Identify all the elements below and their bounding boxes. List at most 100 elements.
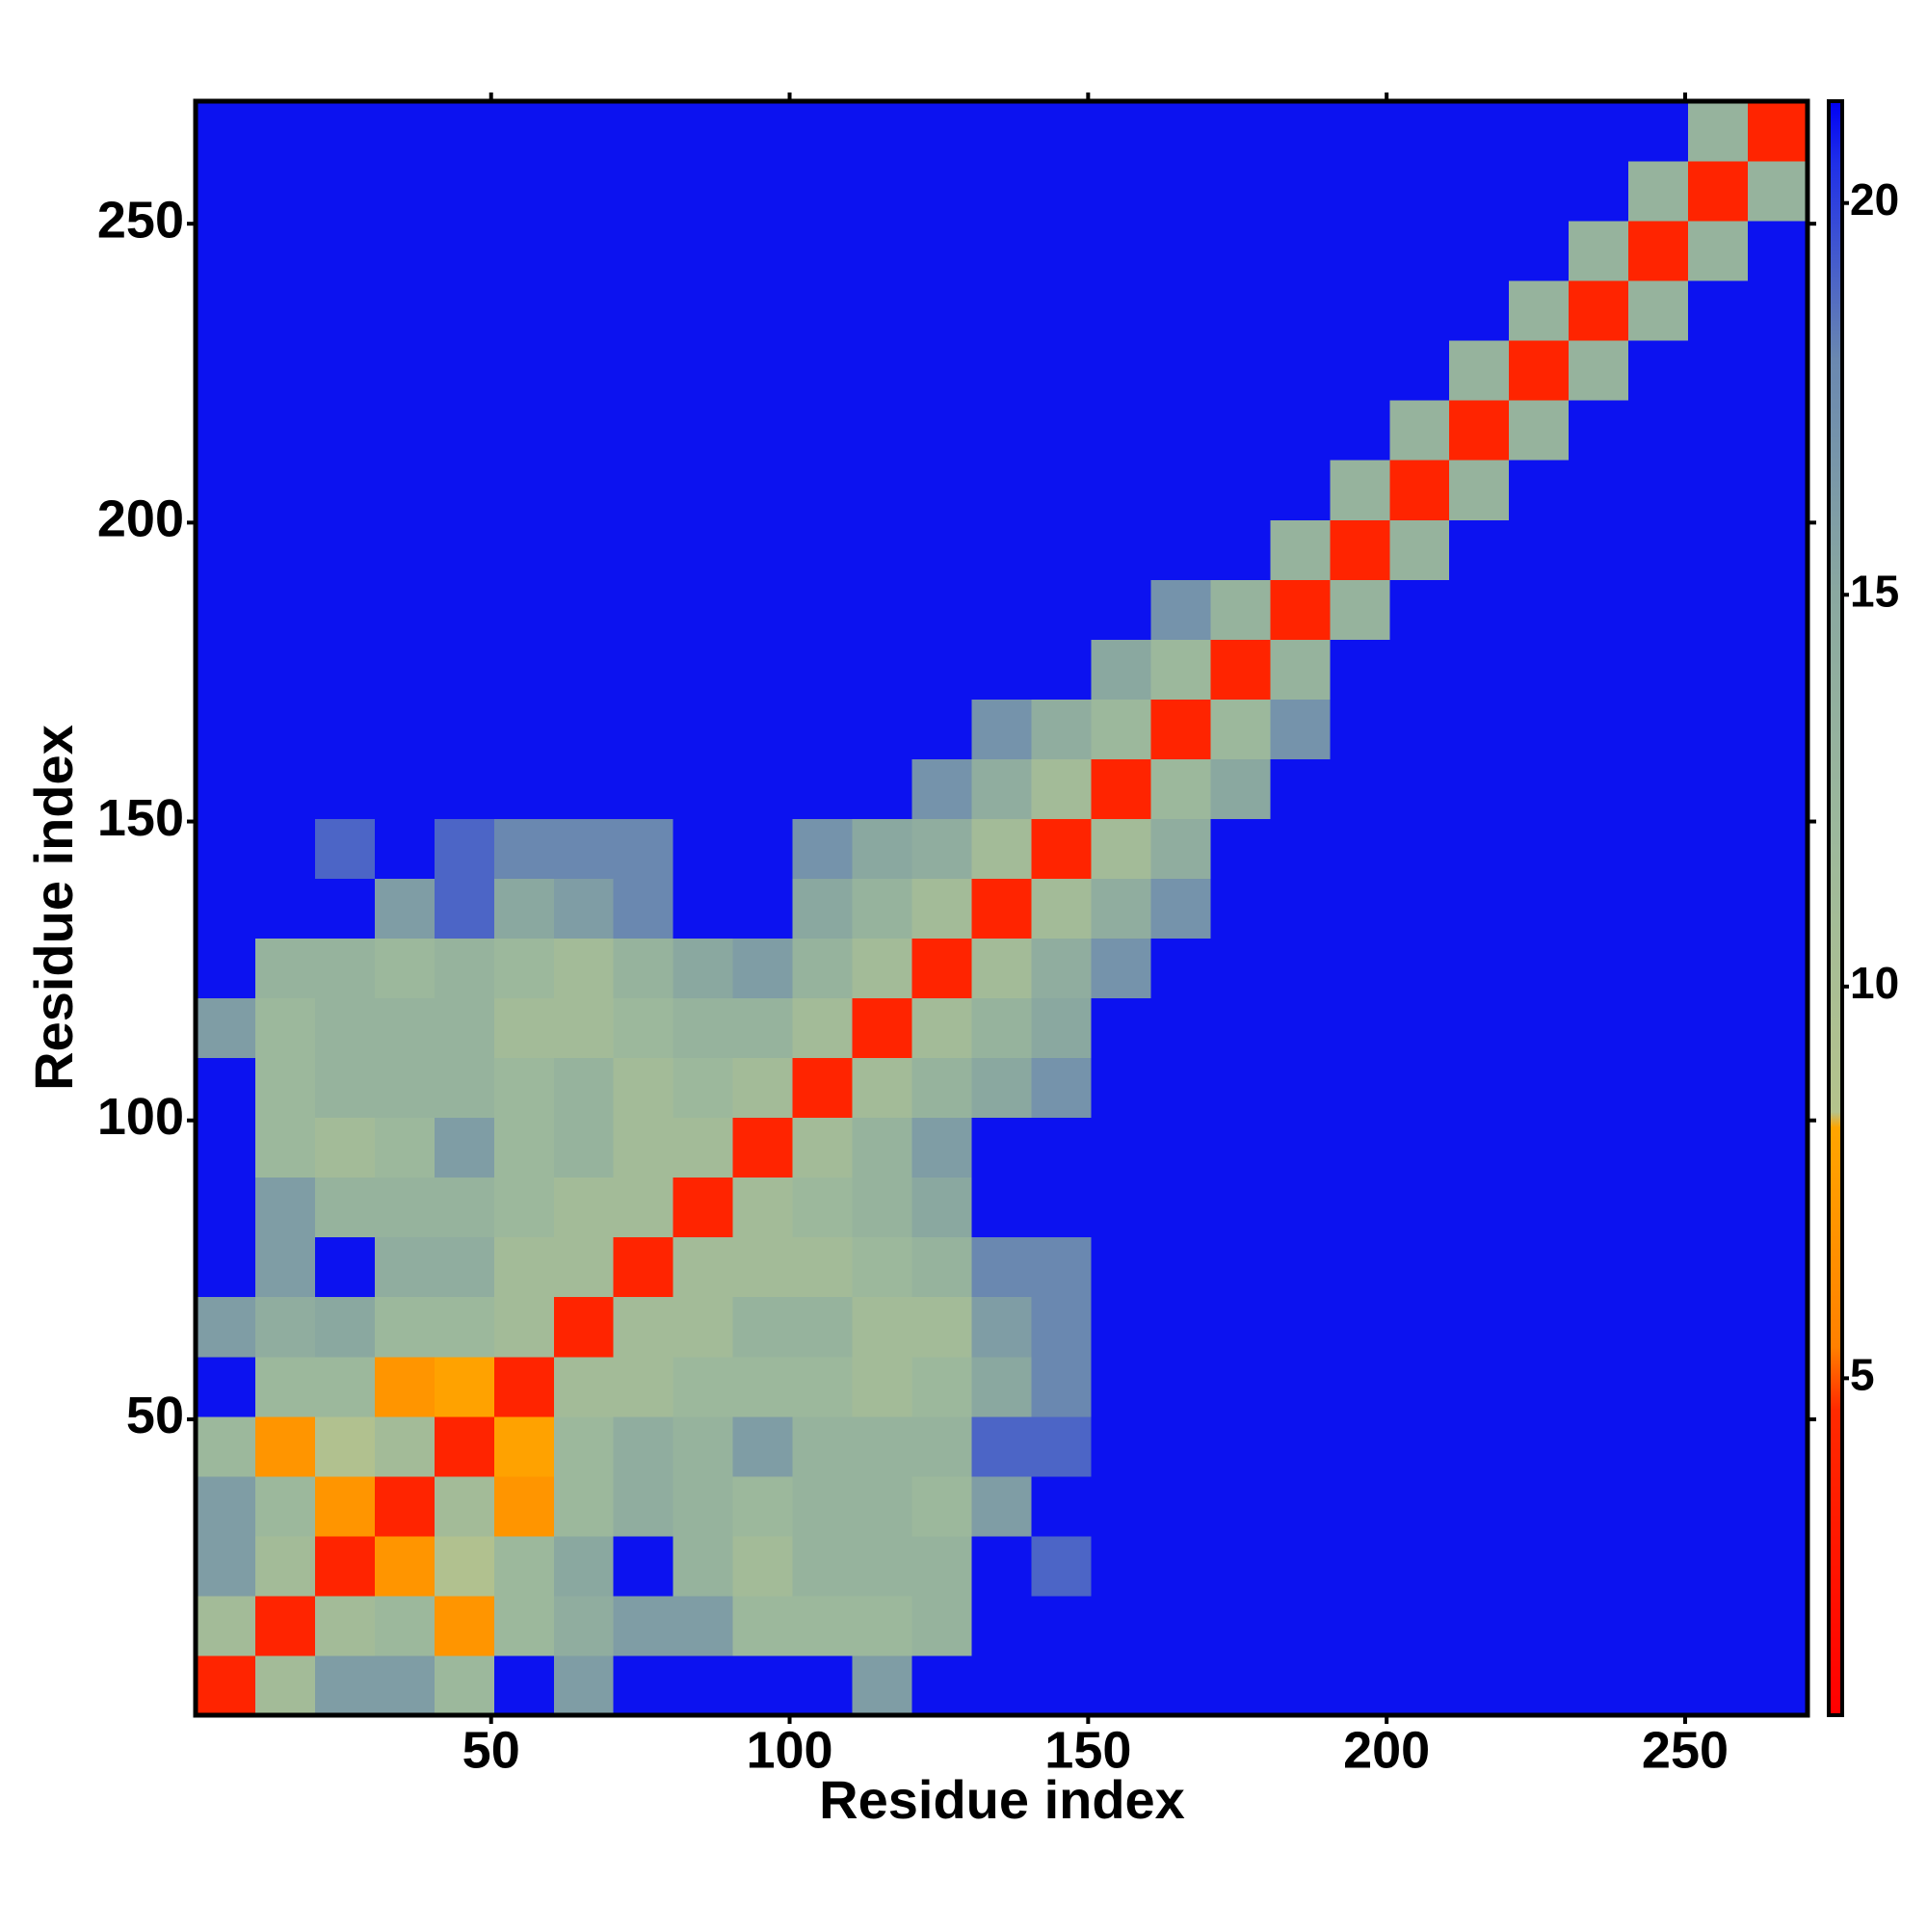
heatmap-cell: [1509, 1296, 1570, 1358]
heatmap-cell: [1389, 878, 1450, 940]
heatmap-cell: [1569, 699, 1629, 759]
heatmap-cell: [852, 1057, 913, 1119]
heatmap-cell: [1688, 878, 1749, 940]
heatmap-cell: [1569, 519, 1629, 580]
heatmap-cell: [1628, 1535, 1689, 1597]
heatmap-cell: [911, 1535, 973, 1597]
heatmap-cell: [1748, 280, 1808, 341]
heatmap-cell: [196, 699, 256, 759]
heatmap-cell: [374, 1356, 436, 1417]
heatmap-cell: [1031, 1296, 1092, 1358]
heatmap-cell: [613, 758, 674, 819]
heatmap-cell: [1389, 938, 1450, 999]
heatmap-cell: [254, 997, 316, 1059]
heatmap-cell: [1449, 1177, 1510, 1238]
heatmap-cell: [1688, 758, 1749, 819]
heatmap-cell: [374, 101, 436, 162]
heatmap-cell: [673, 280, 734, 341]
heatmap-cell: [1330, 1236, 1390, 1298]
heatmap-cell: [852, 400, 913, 461]
heatmap-cell: [1748, 1296, 1808, 1358]
heatmap-cell: [1688, 161, 1749, 222]
heatmap-cell: [1449, 340, 1510, 401]
heatmap-cell: [493, 639, 555, 700]
heatmap-cell: [732, 938, 794, 999]
heatmap-cell: [971, 1356, 1032, 1417]
heatmap-cell: [434, 878, 495, 940]
heatmap-cell: [1449, 997, 1510, 1059]
heatmap-cell: [792, 280, 854, 341]
heatmap-cell: [493, 699, 555, 759]
heatmap-cell: [1091, 400, 1151, 461]
heatmap-cell: [1330, 1356, 1390, 1417]
heatmap-cell: [1449, 1595, 1510, 1656]
heatmap-cell: [1330, 1296, 1390, 1358]
heatmap-cell: [732, 1236, 794, 1298]
heatmap-cell: [1150, 460, 1211, 520]
heatmap-cell: [553, 519, 615, 580]
y-tick-label: 50: [126, 1387, 184, 1444]
heatmap-cell: [1270, 1356, 1331, 1417]
x-tick-label: 100: [746, 1721, 832, 1779]
heatmap-cell: [374, 280, 436, 341]
heatmap-cell: [434, 221, 495, 281]
heatmap-cell: [673, 1057, 734, 1119]
heatmap-cell: [1330, 460, 1390, 520]
heatmap-cell: [971, 1416, 1032, 1477]
heatmap-cell: [314, 1057, 376, 1119]
heatmap-cell: [673, 1236, 734, 1298]
heatmap-cell: [911, 1595, 973, 1656]
heatmap-cell: [1748, 579, 1808, 640]
heatmap-cell: [254, 938, 316, 999]
heatmap-cell: [1509, 280, 1570, 341]
heatmap-cell: [1091, 758, 1151, 819]
heatmap-cell: [314, 340, 376, 401]
heatmap-cell: [971, 1296, 1032, 1358]
heatmap-cell: [434, 161, 495, 222]
heatmap-cell: [254, 639, 316, 700]
heatmap-cell: [732, 1356, 794, 1417]
heatmap-cell: [1389, 519, 1450, 580]
heatmap-cell: [374, 579, 436, 640]
heatmap-cell: [1091, 280, 1151, 341]
heatmap-cell: [1389, 1236, 1450, 1298]
heatmap-cell: [196, 818, 256, 879]
heatmap-cell: [673, 1475, 734, 1537]
x-tick-label: 250: [1642, 1721, 1729, 1779]
heatmap-cell: [1389, 818, 1450, 879]
heatmap-cell: [792, 1475, 854, 1537]
heatmap-cell: [1688, 400, 1749, 461]
heatmap-cell: [732, 1535, 794, 1597]
heatmap-cell: [971, 460, 1032, 520]
heatmap-cell: [673, 1535, 734, 1597]
heatmap-cell: [1449, 1356, 1510, 1417]
heatmap-cell: [1389, 1296, 1450, 1358]
heatmap-cell: [493, 579, 555, 640]
heatmap-cell: [1031, 878, 1092, 940]
heatmap-cell: [1449, 1654, 1510, 1716]
heatmap-cell: [314, 579, 376, 640]
heatmap-cell: [1150, 699, 1211, 759]
heatmap-cell: [493, 1356, 555, 1417]
heatmap-cell: [374, 639, 436, 700]
heatmap-cell: [553, 1057, 615, 1119]
heatmap-cell: [1091, 1416, 1151, 1477]
heatmap-cell: [374, 758, 436, 819]
heatmap-cell: [1509, 1177, 1570, 1238]
heatmap-cell: [553, 818, 615, 879]
heatmap-cell: [852, 1236, 913, 1298]
heatmap-cell: [1330, 579, 1390, 640]
heatmap-cell: [1449, 758, 1510, 819]
heatmap-cell: [1449, 221, 1510, 281]
heatmap-cell: [1270, 221, 1331, 281]
heatmap-cell: [1748, 519, 1808, 580]
heatmap-cell: [374, 1654, 436, 1716]
heatmap-cell: [1270, 1535, 1331, 1597]
heatmap-cell: [1449, 818, 1510, 879]
heatmap-cell: [493, 758, 555, 819]
heatmap-cell: [732, 280, 794, 341]
heatmap-cell: [1569, 161, 1629, 222]
heatmap-cell: [673, 878, 734, 940]
heatmap-cell: [613, 1654, 674, 1716]
heatmap-cell: [1628, 938, 1689, 999]
